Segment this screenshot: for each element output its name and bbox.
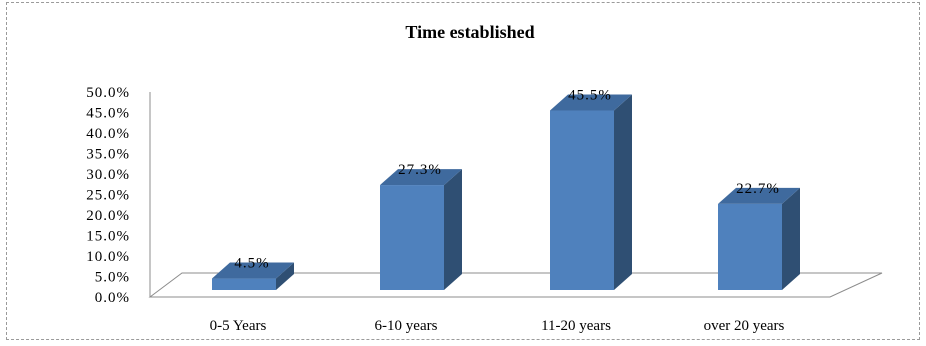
chart-frame: [6, 2, 920, 340]
y-tick-label: 30.0%: [86, 167, 130, 183]
data-label: 27.3%: [398, 162, 442, 178]
bar-side: [444, 169, 462, 290]
y-tick-label: 50.0%: [86, 85, 130, 101]
bar: [550, 110, 614, 290]
floor-plane: [148, 272, 883, 298]
y-tick-label: 25.0%: [86, 188, 130, 204]
bar-side: [782, 187, 800, 290]
bar-series: [212, 94, 800, 290]
bar: [212, 278, 276, 290]
x-tick-label: 0-5 Years: [210, 318, 267, 334]
bar-top: [380, 169, 462, 186]
bar-top: [550, 94, 632, 111]
x-tick-label: 6-10 years: [375, 318, 438, 334]
y-tick-label: 20.0%: [86, 208, 130, 224]
data-label: 22.7%: [736, 181, 780, 197]
x-tick-label: 11-20 years: [541, 318, 611, 334]
data-label: 45.5%: [568, 87, 612, 103]
x-tick-label: over 20 years: [704, 318, 785, 334]
y-tick-label: 10.0%: [86, 249, 130, 265]
bar-top: [212, 262, 294, 279]
chart-title: Time established: [405, 22, 534, 42]
bar-side: [276, 262, 294, 290]
y-tick-label: 0.0%: [95, 290, 130, 306]
y-tick-label: 45.0%: [86, 106, 130, 122]
chart-axes: 0.0% 5.0% 10.0% 15.0% 20.0% 25.0% 30.0% 35.0% 40…: [86, 85, 883, 334]
y-tick-label: 40.0%: [86, 126, 130, 142]
y-tick-label: 5.0%: [95, 270, 130, 286]
bar-side: [614, 94, 632, 290]
data-labels: 4.5% 27.3% 45.5% 22.7%: [234, 87, 780, 272]
bar-top: [718, 187, 800, 204]
bar: [380, 185, 444, 290]
y-tick-label: 35.0%: [86, 147, 130, 163]
y-tick-label: 15.0%: [86, 229, 130, 245]
bar: [718, 203, 782, 290]
data-label: 4.5%: [234, 256, 269, 272]
